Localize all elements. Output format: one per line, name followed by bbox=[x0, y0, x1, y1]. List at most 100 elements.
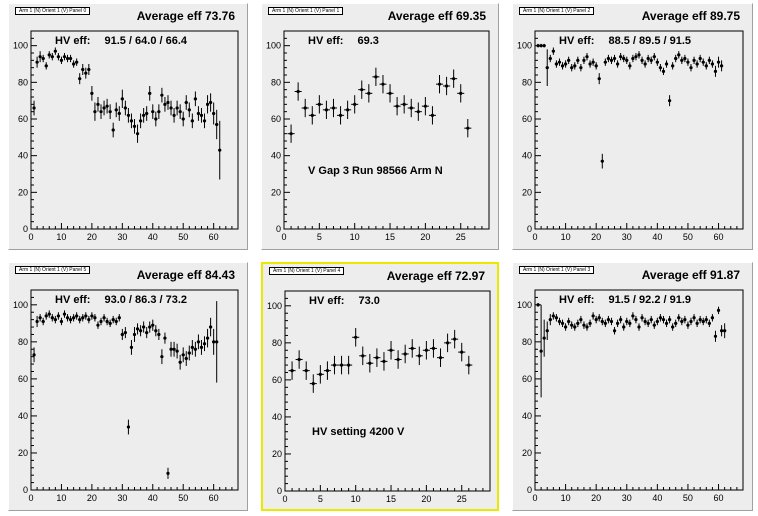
marker bbox=[689, 66, 693, 70]
x-tick-label: 50 bbox=[683, 493, 693, 503]
data-point bbox=[99, 317, 103, 326]
data-point bbox=[129, 113, 134, 129]
marker bbox=[126, 425, 131, 429]
data-point bbox=[38, 51, 42, 63]
data-point bbox=[287, 124, 295, 143]
marker bbox=[539, 44, 543, 48]
marker bbox=[452, 77, 456, 81]
marker bbox=[424, 348, 428, 352]
data-point bbox=[625, 56, 629, 64]
data-point bbox=[428, 106, 436, 125]
marker bbox=[692, 58, 696, 62]
marker bbox=[716, 60, 721, 64]
x-tick-label: 25 bbox=[456, 232, 466, 242]
data-point bbox=[65, 314, 70, 322]
data-point bbox=[373, 348, 381, 367]
marker bbox=[347, 363, 351, 367]
chart-pad-1[interactable]: Arm 1 (N) Orient 1 (V) Panel 1 Average ef… bbox=[261, 3, 499, 250]
marker bbox=[99, 319, 103, 324]
data-point bbox=[606, 54, 611, 63]
x-tick-label: 50 bbox=[178, 493, 188, 503]
data-point bbox=[166, 95, 170, 110]
y-tick-label: 20 bbox=[18, 448, 28, 458]
data-point bbox=[716, 56, 721, 68]
marker bbox=[603, 321, 607, 325]
marker bbox=[591, 314, 595, 318]
data-point bbox=[205, 328, 210, 348]
data-point bbox=[135, 323, 140, 335]
marker bbox=[90, 314, 94, 318]
y-tick-label: 60 bbox=[18, 114, 28, 124]
data-point bbox=[212, 102, 216, 125]
data-point bbox=[175, 100, 179, 116]
annotation-text: HV setting 4200 V bbox=[312, 426, 405, 438]
marker bbox=[466, 126, 470, 130]
marker bbox=[209, 325, 213, 329]
data-point bbox=[640, 314, 644, 322]
marker bbox=[178, 110, 182, 114]
data-point bbox=[597, 73, 601, 85]
marker bbox=[123, 330, 127, 335]
x-tick-label: 60 bbox=[714, 232, 724, 242]
data-point bbox=[640, 56, 644, 64]
marker bbox=[548, 56, 552, 61]
marker bbox=[695, 321, 699, 325]
pad-title: Arm 1 (N) Orient 1 (V) Panel 0 bbox=[15, 7, 91, 15]
data-point bbox=[44, 312, 48, 320]
data-point bbox=[160, 87, 164, 103]
data-point bbox=[443, 76, 451, 96]
data-point bbox=[187, 102, 191, 118]
marker bbox=[603, 60, 607, 64]
chart-pad-2[interactable]: Arm 1 (N) Orient 1 (V) Panel 2 Average ef… bbox=[512, 3, 753, 250]
marker bbox=[445, 341, 450, 345]
average-eff-value: 72.97 bbox=[454, 269, 485, 283]
hv-eff-value: 93.0 / 86.3 / 73.2 bbox=[104, 294, 187, 306]
marker bbox=[460, 350, 464, 354]
marker bbox=[205, 102, 210, 106]
data-point bbox=[701, 58, 705, 66]
data-point bbox=[338, 355, 346, 375]
data-point bbox=[308, 106, 316, 125]
average-eff-label: Average eff 84.43 bbox=[137, 268, 235, 282]
chart-pad-4[interactable]: Arm 1 (N) Orient 1 (V) Panel 4 Average ef… bbox=[261, 262, 499, 511]
data-point bbox=[713, 330, 718, 342]
marker bbox=[81, 316, 85, 320]
marker bbox=[430, 113, 435, 117]
marker bbox=[573, 64, 577, 68]
data-point bbox=[600, 153, 604, 169]
marker bbox=[111, 318, 115, 322]
marker bbox=[431, 346, 436, 351]
data-point bbox=[655, 58, 659, 66]
marker bbox=[671, 64, 675, 68]
marker bbox=[643, 62, 647, 66]
marker bbox=[368, 361, 372, 365]
chart-pad-0[interactable]: Arm 1 (N) Orient 1 (V) Panel 0 Average ef… bbox=[8, 3, 248, 250]
marker bbox=[723, 329, 727, 333]
marker bbox=[145, 330, 149, 335]
data-point bbox=[337, 106, 345, 125]
data-point bbox=[407, 98, 415, 118]
y-tick-label: 60 bbox=[522, 374, 532, 384]
x-tick-label: 0 bbox=[281, 232, 286, 242]
data-point bbox=[723, 323, 727, 339]
data-point bbox=[288, 361, 296, 380]
x-tick-label: 0 bbox=[28, 232, 33, 242]
marker bbox=[667, 99, 672, 103]
marker bbox=[640, 58, 644, 62]
y-tick-label: 80 bbox=[271, 77, 281, 87]
marker bbox=[215, 122, 219, 127]
marker bbox=[628, 321, 632, 325]
chart-pad-5[interactable]: Arm 1 (N) Orient 1 (V) Panel 3 Average ef… bbox=[512, 262, 753, 511]
marker bbox=[661, 69, 666, 73]
marker bbox=[606, 56, 611, 61]
marker bbox=[652, 323, 656, 327]
annotation-text: V Gap 3 Run 98566 Arm N bbox=[308, 165, 443, 177]
data-point bbox=[169, 341, 173, 357]
marker bbox=[396, 357, 400, 362]
data-point bbox=[588, 60, 592, 68]
marker bbox=[47, 53, 51, 57]
marker bbox=[135, 132, 140, 136]
data-point bbox=[597, 314, 601, 322]
chart-pad-3[interactable]: Arm 1 (N) Orient 1 (V) Panel 5 Average ef… bbox=[8, 262, 248, 511]
data-point bbox=[154, 325, 158, 337]
